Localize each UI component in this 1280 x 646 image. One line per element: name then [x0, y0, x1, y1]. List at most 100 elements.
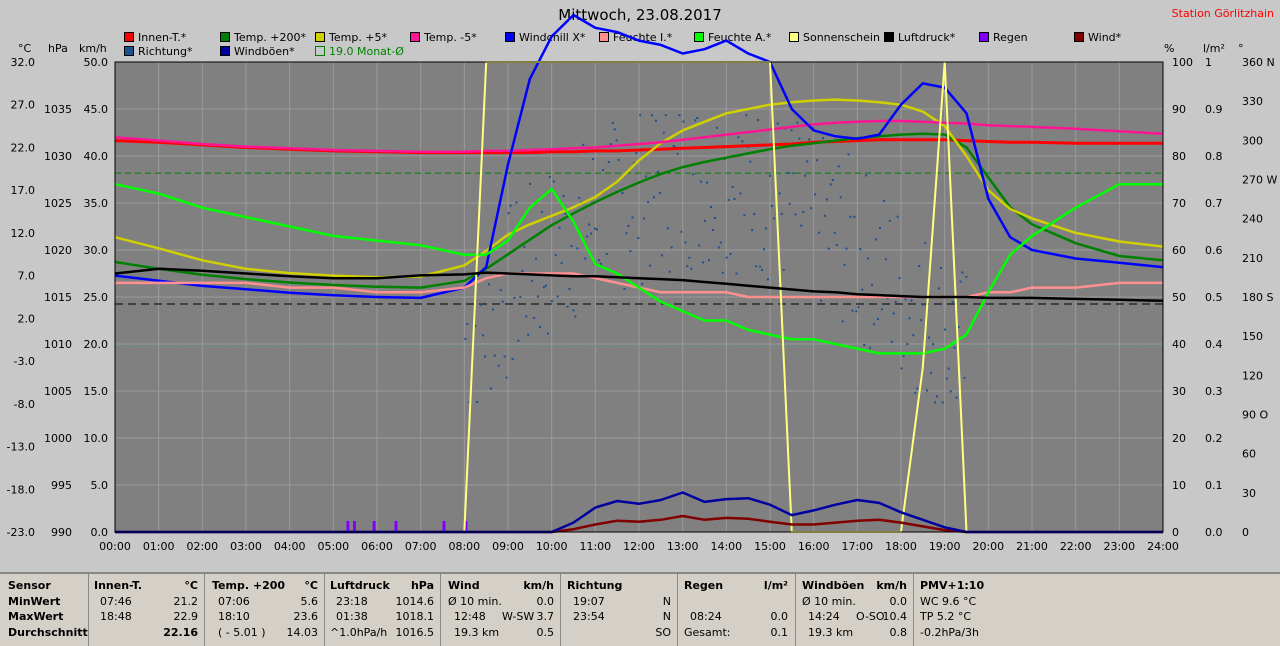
pmv-wc: WC 9.6 °C: [920, 594, 977, 608]
direction-dot: [505, 376, 508, 379]
kmh-tick-label: 35.0: [84, 197, 109, 210]
direction-dot: [876, 317, 879, 320]
direction-dot: [599, 262, 602, 265]
direction-dot: [755, 265, 758, 268]
direction-dot: [629, 250, 632, 253]
hpa-tick-label: 1005: [44, 385, 72, 398]
direction-dot: [696, 116, 699, 119]
direction-dot: [871, 283, 874, 286]
kmh-tick-label: 0.0: [91, 526, 109, 539]
direction-dot: [694, 119, 697, 122]
temp-header: Temp. +200: [212, 579, 286, 592]
direction-dot: [802, 210, 805, 213]
direction-dot: [715, 126, 718, 129]
direction-dot: [525, 315, 528, 318]
direction-dot: [537, 295, 540, 298]
boen-header: Windböen: [802, 579, 865, 592]
celsius-tick-label: 2.0: [18, 312, 36, 325]
direction-dot: [778, 192, 781, 195]
direction-dot: [568, 287, 571, 290]
direction-dot: [656, 171, 659, 174]
wind-min-value: 0.0: [536, 594, 555, 608]
wind-header: Wind: [448, 579, 480, 592]
direction-dot: [855, 310, 858, 313]
richtung-max-value: N: [662, 610, 671, 623]
time-tick-label: 11:00: [579, 540, 611, 553]
direction-dot: [792, 172, 795, 175]
direction-tick-label: 150: [1242, 330, 1263, 343]
direction-dot: [519, 295, 522, 298]
boen-min-time: Ø 10 min.: [802, 594, 856, 608]
direction-dot: [829, 183, 832, 186]
direction-dot: [955, 396, 958, 399]
legend-label: Innen-T.*: [138, 31, 187, 44]
direction-dot: [556, 295, 559, 298]
luft-min-value: 1014.6: [395, 594, 435, 608]
celsius-tick-label: 22.0: [11, 141, 36, 154]
legend-swatch: [694, 32, 704, 42]
stats-divider: [440, 574, 441, 646]
direction-dot: [666, 227, 669, 230]
legend-swatch: [505, 32, 515, 42]
direction-dot: [513, 296, 516, 299]
direction-dot: [482, 334, 485, 337]
temp-max-time: 18:10: [218, 610, 250, 623]
direction-dot: [582, 143, 585, 146]
direction-dot: [739, 192, 742, 195]
time-tick-label: 15:00: [754, 540, 786, 553]
direction-dot: [725, 256, 728, 259]
hpa-tick-label: 1015: [44, 291, 72, 304]
direction-dot: [851, 309, 854, 312]
direction-dot: [621, 192, 624, 195]
percent-tick-label: 50: [1172, 291, 1186, 304]
direction-dot: [682, 120, 685, 123]
time-tick-label: 00:00: [99, 540, 131, 553]
direction-dot: [717, 246, 720, 249]
wind-unit: km/h: [523, 579, 554, 592]
direction-dot: [476, 401, 479, 404]
direction-dot: [898, 277, 901, 280]
direction-dot: [790, 129, 793, 132]
direction-dot: [586, 235, 589, 238]
direction-dot: [908, 317, 911, 320]
direction-dot: [704, 219, 707, 222]
boen-unit: km/h: [876, 579, 907, 592]
direction-dot: [529, 182, 532, 185]
legend-swatch: [599, 32, 609, 42]
legend-item: Luftdruck*: [884, 31, 955, 44]
direction-dot: [552, 180, 555, 183]
unit-kmh: km/h: [79, 42, 107, 55]
direction-dot: [910, 299, 913, 302]
direction-dot: [914, 391, 917, 394]
direction-dot: [503, 355, 506, 358]
rain-bar: [442, 521, 446, 532]
direction-dot: [861, 288, 864, 291]
direction-dot: [635, 151, 638, 154]
direction-dot: [649, 264, 652, 267]
temp-min-value: 5.6: [300, 594, 319, 608]
kmh-tick-label: 5.0: [91, 479, 109, 492]
direction-dot: [588, 223, 591, 226]
richtung-min-time: 19:07: [573, 594, 605, 608]
direction-dot: [843, 263, 846, 266]
regen-total-label: Gesamt:: [684, 625, 731, 639]
temp-unit: °C: [304, 579, 318, 592]
unit-deg: °: [1238, 42, 1244, 55]
direction-dot: [821, 137, 824, 140]
direction-dot: [831, 179, 834, 182]
direction-dot: [945, 377, 948, 380]
stats-divider: [324, 574, 325, 646]
time-tick-label: 21:00: [1016, 540, 1048, 553]
hpa-tick-label: 1020: [44, 244, 72, 257]
direction-dot: [550, 299, 553, 302]
direction-dot: [941, 401, 944, 404]
direction-dot: [558, 226, 561, 229]
direction-tick-label: 240: [1242, 213, 1263, 226]
hpa-tick-label: 1030: [44, 150, 72, 163]
legend-item: Temp. -5*: [410, 31, 477, 44]
direction-dot: [865, 174, 868, 177]
direction-dot: [554, 254, 557, 257]
boen-avg-distance: 19.3 km: [808, 625, 854, 639]
celsius-tick-label: -23.0: [7, 526, 35, 539]
temp-max-value: 23.6: [293, 610, 319, 623]
